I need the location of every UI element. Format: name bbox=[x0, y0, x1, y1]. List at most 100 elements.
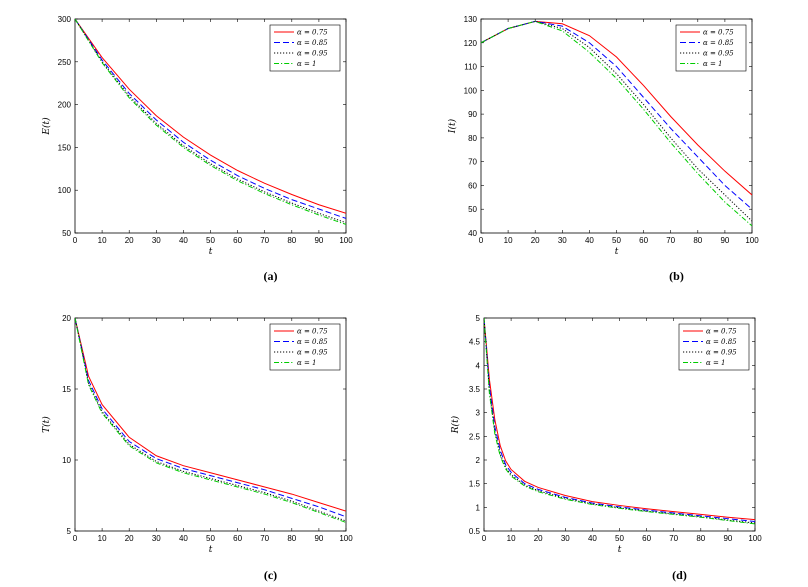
x-tick-label: 20 bbox=[534, 534, 543, 543]
x-tick-label: 80 bbox=[287, 534, 296, 543]
legend-label: α = 0.95 bbox=[706, 349, 737, 357]
x-tick-label: 40 bbox=[588, 534, 597, 543]
x-tick-label: 20 bbox=[125, 534, 134, 543]
y-tick-label: 250 bbox=[58, 58, 72, 67]
y-axis-label: R(t) bbox=[450, 415, 461, 434]
y-tick-label: 5 bbox=[476, 314, 481, 323]
panel-caption: (d) bbox=[672, 568, 687, 582]
x-tick-label: 10 bbox=[507, 534, 516, 543]
legend-label: α = 1 bbox=[706, 359, 726, 367]
x-tick-label: 90 bbox=[723, 534, 732, 543]
y-tick-label: 1.5 bbox=[469, 480, 481, 489]
x-tick-label: 20 bbox=[531, 236, 540, 245]
y-tick-label: 50 bbox=[468, 205, 477, 214]
y-tick-label: 0.5 bbox=[469, 527, 481, 536]
y-tick-label: 2.5 bbox=[469, 432, 481, 441]
x-tick-label: 90 bbox=[720, 236, 729, 245]
y-axis-label: T(t) bbox=[41, 416, 52, 433]
x-axis-label: t bbox=[618, 545, 622, 555]
x-tick-label: 40 bbox=[179, 534, 188, 543]
x-tick-label: 60 bbox=[233, 236, 242, 245]
legend-label: α = 0.75 bbox=[706, 328, 737, 336]
y-tick-label: 200 bbox=[58, 101, 72, 110]
x-tick-label: 50 bbox=[206, 236, 215, 245]
x-tick-label: 40 bbox=[585, 236, 594, 245]
x-tick-label: 10 bbox=[98, 534, 107, 543]
x-tick-label: 100 bbox=[748, 534, 762, 543]
x-tick-label: 80 bbox=[696, 534, 705, 543]
y-tick-label: 50 bbox=[62, 229, 71, 238]
y-tick-label: 150 bbox=[58, 143, 72, 152]
x-tick-label: 30 bbox=[561, 534, 570, 543]
y-tick-label: 300 bbox=[58, 15, 72, 24]
x-tick-label: 0 bbox=[479, 236, 484, 245]
y-tick-label: 2 bbox=[476, 456, 481, 465]
legend-box bbox=[269, 24, 341, 72]
y-tick-label: 40 bbox=[468, 229, 477, 238]
legend-label: α = 1 bbox=[297, 359, 317, 367]
y-tick-label: 4.5 bbox=[469, 338, 481, 347]
x-tick-label: 30 bbox=[152, 534, 161, 543]
series-line-0 bbox=[75, 19, 346, 214]
series-line-0 bbox=[484, 318, 755, 521]
series-line-1 bbox=[75, 19, 346, 219]
x-tick-label: 100 bbox=[339, 534, 353, 543]
y-tick-label: 20 bbox=[62, 314, 71, 323]
legend-label: α = 0.95 bbox=[297, 349, 328, 357]
x-axis-label: t bbox=[209, 247, 213, 257]
x-tick-label: 90 bbox=[314, 534, 323, 543]
series-line-2 bbox=[481, 20, 752, 222]
x-tick-label: 20 bbox=[125, 236, 134, 245]
legend-label: α = 0.75 bbox=[703, 29, 734, 37]
x-axis-label: t bbox=[209, 545, 213, 555]
x-tick-label: 100 bbox=[339, 236, 353, 245]
legend-label: α = 0.85 bbox=[703, 39, 734, 47]
series-line-1 bbox=[484, 318, 755, 523]
x-tick-label: 0 bbox=[482, 534, 487, 543]
x-tick-label: 50 bbox=[206, 534, 215, 543]
legend-label: α = 0.85 bbox=[297, 338, 328, 346]
legend: α = 0.75 α = 0.85 α = 0.95 α = 1 bbox=[675, 24, 747, 72]
series-line-2 bbox=[75, 318, 346, 522]
x-tick-label: 100 bbox=[745, 236, 759, 245]
y-tick-label: 110 bbox=[464, 63, 477, 72]
y-tick-label: 90 bbox=[468, 110, 477, 119]
x-tick-label: 60 bbox=[642, 534, 651, 543]
y-axis-label: I(t) bbox=[447, 118, 458, 134]
y-tick-label: 130 bbox=[464, 15, 478, 24]
legend-label: α = 0.95 bbox=[703, 50, 734, 58]
x-tick-label: 10 bbox=[504, 236, 513, 245]
series-line-3 bbox=[484, 318, 755, 525]
panel-0: 0 10 20 30 40 50 60 70 80 90 100 50 100 150 200 250 300 t… bbox=[41, 15, 353, 283]
legend-label: α = 0.95 bbox=[297, 50, 328, 58]
legend-label: α = 1 bbox=[297, 60, 317, 68]
y-tick-label: 120 bbox=[464, 39, 478, 48]
y-tick-label: 4 bbox=[476, 361, 481, 370]
x-tick-label: 0 bbox=[73, 534, 78, 543]
x-tick-label: 30 bbox=[152, 236, 161, 245]
series-line-2 bbox=[75, 19, 346, 224]
legend-label: α = 0.85 bbox=[706, 338, 737, 346]
y-tick-label: 70 bbox=[468, 158, 477, 167]
legend: α = 0.75 α = 0.85 α = 0.95 α = 1 bbox=[678, 323, 750, 371]
panel-caption: (c) bbox=[264, 568, 277, 582]
x-tick-label: 0 bbox=[73, 236, 78, 245]
x-tick-label: 50 bbox=[615, 534, 624, 543]
y-tick-label: 15 bbox=[62, 385, 71, 394]
x-axis-label: t bbox=[615, 247, 619, 257]
x-tick-label: 60 bbox=[233, 534, 242, 543]
legend-label: α = 0.75 bbox=[297, 29, 328, 37]
legend: α = 0.75 α = 0.85 α = 0.95 α = 1 bbox=[269, 323, 341, 371]
x-tick-label: 80 bbox=[287, 236, 296, 245]
panel-3: 0 10 20 30 40 50 60 70 80 90 100 0.5 1 1.5 2 2.5 3 3.5 4 4.… bbox=[450, 314, 762, 582]
y-tick-label: 1 bbox=[476, 503, 481, 512]
legend-label: α = 0.75 bbox=[297, 328, 328, 336]
x-tick-label: 80 bbox=[693, 236, 702, 245]
y-tick-label: 100 bbox=[464, 86, 478, 95]
series-line-1 bbox=[481, 20, 752, 210]
panel-caption: (a) bbox=[264, 269, 278, 283]
y-tick-label: 10 bbox=[62, 456, 71, 465]
series-line-0 bbox=[75, 318, 346, 512]
legend: α = 0.75 α = 0.85 α = 0.95 α = 1 bbox=[269, 24, 341, 72]
